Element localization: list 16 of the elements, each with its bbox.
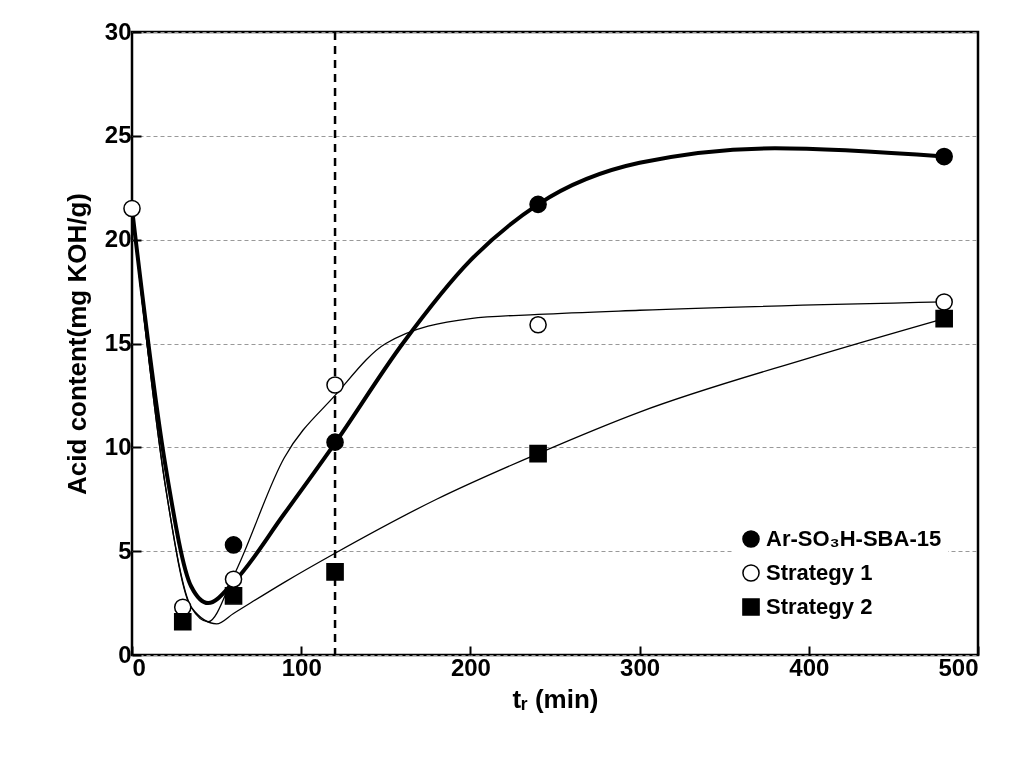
- x-tick-label: 500: [938, 653, 979, 681]
- y-axis-title: Acid content(mg KOH/g): [61, 193, 92, 495]
- legend-label: Strategy 1: [766, 560, 873, 585]
- y-tick-label: 5: [118, 536, 132, 564]
- x-tick-label: 400: [789, 653, 830, 681]
- x-tick-label: 300: [620, 653, 661, 681]
- legend-label: Ar-SO₃H-SBA-15: [766, 526, 942, 551]
- y-tick-label: 25: [104, 121, 132, 149]
- x-tick-label: 100: [281, 653, 322, 681]
- y-tick-label: 10: [104, 432, 132, 460]
- y-tick-label: 20: [104, 225, 132, 253]
- y-tick-label: 30: [104, 17, 132, 45]
- x-tick-label: 200: [450, 653, 491, 681]
- y-tick-label: 15: [104, 329, 132, 356]
- x-axis-title: tᵣ (min): [512, 683, 599, 714]
- legend-label: Strategy 2: [766, 594, 873, 619]
